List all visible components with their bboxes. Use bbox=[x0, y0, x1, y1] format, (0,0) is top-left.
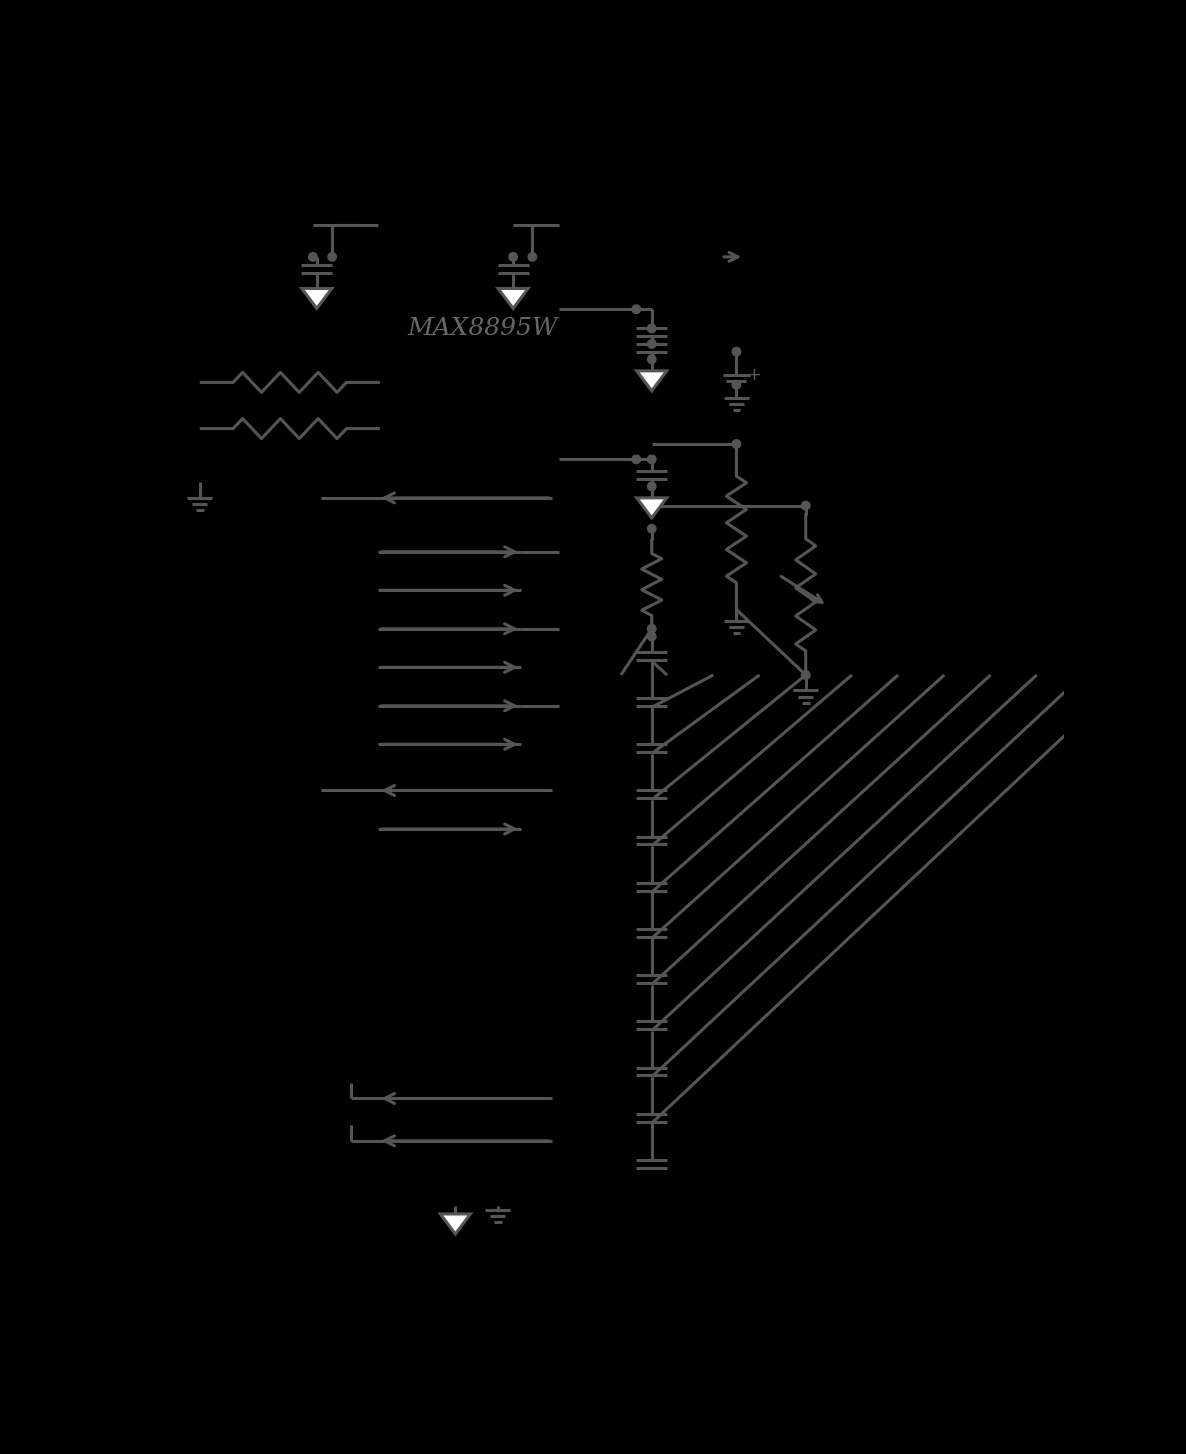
Circle shape bbox=[648, 340, 656, 348]
Circle shape bbox=[632, 305, 640, 314]
Polygon shape bbox=[301, 288, 332, 308]
Circle shape bbox=[648, 483, 656, 490]
Text: +: + bbox=[746, 365, 760, 384]
Circle shape bbox=[528, 253, 536, 262]
Circle shape bbox=[509, 253, 517, 262]
Circle shape bbox=[648, 324, 656, 333]
Circle shape bbox=[648, 355, 656, 364]
Circle shape bbox=[732, 439, 740, 448]
Circle shape bbox=[648, 455, 656, 464]
Polygon shape bbox=[440, 1214, 471, 1234]
Polygon shape bbox=[637, 497, 667, 518]
Circle shape bbox=[308, 253, 317, 262]
Circle shape bbox=[329, 253, 337, 262]
Text: MAX8895W: MAX8895W bbox=[407, 317, 557, 340]
Circle shape bbox=[648, 625, 656, 632]
Circle shape bbox=[732, 381, 740, 388]
Circle shape bbox=[802, 670, 810, 679]
Circle shape bbox=[732, 348, 740, 356]
Circle shape bbox=[648, 632, 656, 641]
Circle shape bbox=[632, 455, 640, 464]
Polygon shape bbox=[498, 288, 528, 308]
Circle shape bbox=[802, 502, 810, 510]
Polygon shape bbox=[637, 371, 667, 391]
Circle shape bbox=[648, 525, 656, 534]
